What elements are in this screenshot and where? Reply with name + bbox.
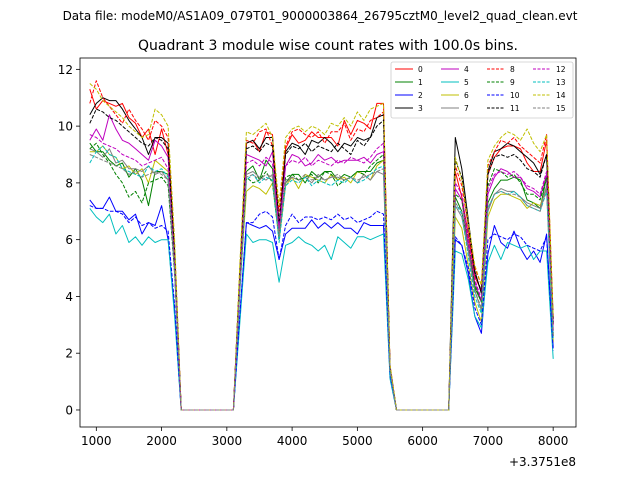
y-tick-label: 0	[65, 403, 73, 417]
chart-suptitle: Data file: modeM0/AS1A09_079T01_90000038…	[63, 9, 578, 23]
y-axis-ticks: 0 2 4 6 8 10 12	[58, 63, 80, 417]
series-line-15	[89, 154, 554, 411]
series-line-0	[89, 89, 554, 411]
series-line-14	[89, 83, 554, 411]
legend-label-15: 15	[556, 104, 566, 113]
plot-lines	[89, 80, 554, 411]
y-tick-label: 4	[65, 290, 73, 304]
series-line-12	[89, 134, 554, 411]
x-tick-label: 6000	[407, 434, 438, 448]
y-tick-label: 8	[65, 176, 73, 190]
legend-label-13: 13	[556, 78, 566, 87]
legend-label-1: 1	[418, 78, 423, 87]
legend-label-7: 7	[464, 104, 469, 113]
legend-label-2: 2	[418, 91, 423, 100]
series-line-6	[89, 145, 554, 411]
series-line-8	[89, 80, 554, 411]
series-line-9	[89, 142, 554, 411]
x-tick-label: 7000	[473, 434, 504, 448]
legend-label-3: 3	[418, 104, 423, 113]
x-tick-label: 8000	[538, 434, 569, 448]
legend-label-8: 8	[510, 65, 515, 74]
series-line-13	[89, 145, 554, 411]
legend-label-12: 12	[556, 65, 566, 74]
legend-label-0: 0	[418, 65, 423, 74]
series-line-5	[89, 208, 554, 411]
x-axis-offset-label: +3.3751e8	[509, 455, 576, 469]
chart-title: Quadrant 3 module wise count rates with …	[138, 38, 518, 54]
y-tick-label: 6	[65, 233, 73, 247]
x-axis-ticks: 1000 2000 3000 4000 5000 6000 7000 8000	[81, 427, 568, 448]
legend-label-5: 5	[464, 78, 469, 87]
y-tick-label: 12	[58, 63, 73, 77]
series-line-10	[89, 205, 554, 411]
series-line-1	[89, 142, 554, 411]
legend-label-9: 9	[510, 78, 515, 87]
series-line-4	[89, 114, 554, 411]
x-tick-label: 3000	[212, 434, 243, 448]
y-tick-label: 10	[58, 120, 73, 134]
x-tick-label: 2000	[146, 434, 177, 448]
legend-label-14: 14	[556, 91, 566, 100]
x-tick-label: 4000	[277, 434, 308, 448]
legend-frame	[390, 61, 574, 119]
legend-label-4: 4	[464, 65, 469, 74]
legend-label-10: 10	[510, 91, 520, 100]
series-line-3	[89, 97, 554, 411]
x-tick-label: 1000	[81, 434, 112, 448]
legend-label-6: 6	[464, 91, 469, 100]
y-tick-label: 2	[65, 347, 73, 361]
legend-label-11: 11	[510, 104, 520, 113]
series-line-11	[89, 108, 554, 411]
x-tick-label: 5000	[342, 434, 373, 448]
plot-frame	[79, 57, 577, 428]
